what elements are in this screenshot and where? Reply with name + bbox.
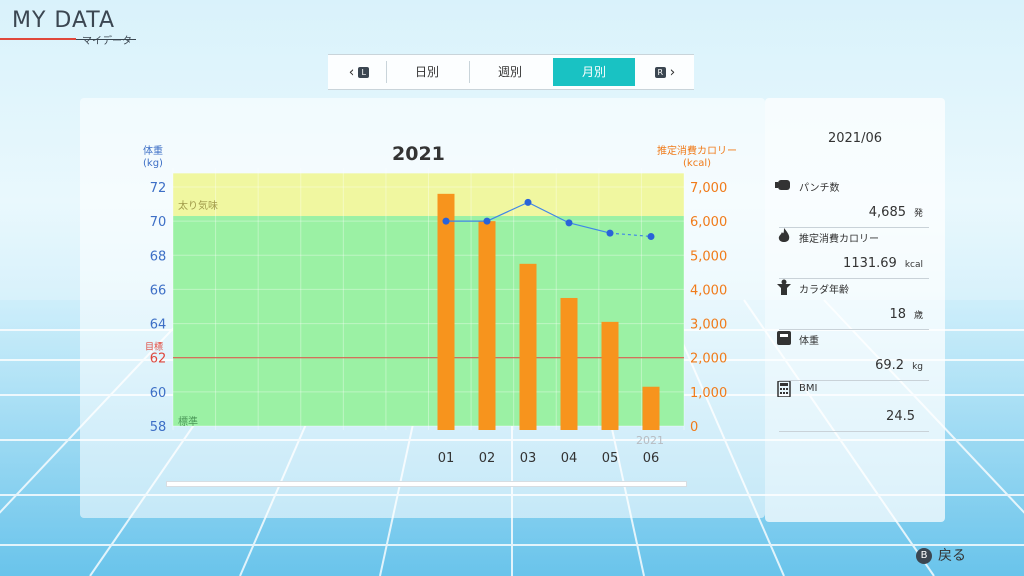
- zone-normal: [173, 216, 684, 426]
- stat-value: 24.5: [886, 409, 915, 424]
- next-tab-button[interactable]: R ›: [640, 58, 690, 86]
- r-button-icon: R: [654, 67, 666, 78]
- calorie-axis-unit: (kcal): [683, 158, 711, 169]
- stat-label: 推定消費カロリー: [799, 234, 879, 245]
- divider: [779, 278, 929, 279]
- back-button[interactable]: B 戻る: [916, 545, 966, 565]
- body-age-icon: [777, 279, 791, 295]
- calorie-tick-label: 7,000: [690, 181, 727, 196]
- weight-axis-unit: (kg): [143, 158, 163, 169]
- title-underline: [76, 39, 136, 40]
- punch-icon: [775, 180, 790, 190]
- weight-point: [606, 229, 614, 237]
- tab-divider: [469, 61, 470, 83]
- zone-overweight: [173, 173, 684, 217]
- stat-value: 4,685 発: [868, 205, 923, 220]
- weight-point: [483, 217, 491, 225]
- stat-value: 69.2 kg: [875, 358, 923, 373]
- target-label: 目標: [145, 341, 163, 353]
- b-button-icon: B: [916, 548, 932, 564]
- divider: [779, 329, 929, 330]
- weight-tick-label: 64: [150, 318, 167, 333]
- stat-value: 18 歳: [889, 307, 923, 322]
- zone-label-normal: 標準: [178, 415, 198, 428]
- month-label: 06: [643, 451, 660, 466]
- calorie-bar: [642, 386, 660, 430]
- chevron-right-icon: ›: [669, 64, 676, 81]
- month-label: 01: [438, 451, 455, 466]
- weight-tick-label: 62: [150, 352, 167, 367]
- summary-panel: [765, 98, 945, 522]
- zone-label-overweight: 太り気味: [178, 199, 218, 212]
- calorie-tick-label: 2,000: [690, 352, 727, 367]
- weight-point: [647, 233, 655, 241]
- calorie-bar: [478, 221, 496, 430]
- stat-label: 体重: [799, 336, 819, 347]
- month-label: 05: [602, 451, 619, 466]
- calculator-icon: [777, 381, 791, 397]
- weight-point: [565, 219, 573, 227]
- prev-tab-button[interactable]: ‹ L: [334, 58, 384, 86]
- month-label: 04: [561, 451, 578, 466]
- calorie-bar: [560, 297, 578, 430]
- divider: [779, 380, 929, 381]
- app-subtitle: マイデータ: [82, 36, 132, 47]
- stat-label: パンチ数: [799, 183, 840, 194]
- weight-axis-label: 体重: [143, 146, 163, 157]
- scroll-bar[interactable]: [166, 481, 687, 487]
- stat-label: BMI: [799, 383, 818, 394]
- l-button-icon: L: [358, 67, 370, 78]
- weight-line-segment: [609, 232, 652, 238]
- weight-tick-label: 60: [150, 386, 167, 401]
- calorie-bar: [601, 321, 619, 430]
- calorie-tick-label: 3,000: [690, 318, 727, 333]
- calorie-axis-title: 推定消費カロリー (kcal): [657, 146, 737, 170]
- calorie-bar: [519, 263, 537, 430]
- stat-label: カラダ年齢: [799, 285, 849, 296]
- weight-axis-title: 体重 (kg): [143, 146, 163, 170]
- summary-date: 2021/06: [827, 131, 882, 146]
- calorie-axis-label: 推定消費カロリー: [657, 146, 737, 157]
- weight-line-segment: [486, 201, 529, 222]
- scale-icon: [777, 331, 791, 345]
- tab-divider: [386, 61, 387, 83]
- calorie-bar: [437, 193, 455, 430]
- weight-tick-label: 58: [150, 420, 167, 435]
- chart-title: 2021: [392, 143, 445, 165]
- weight-point: [524, 198, 532, 206]
- year-label: 2021: [636, 434, 664, 447]
- calorie-tick-label: 5,000: [690, 249, 727, 264]
- month-label: 02: [479, 451, 496, 466]
- app-title: MY DATA: [12, 8, 116, 33]
- month-label: 03: [520, 451, 537, 466]
- calorie-tick-label: 1,000: [690, 386, 727, 401]
- weight-tick-label: 68: [150, 249, 167, 264]
- tab-monthly[interactable]: 月別: [553, 58, 635, 86]
- weight-tick-label: 66: [150, 283, 167, 298]
- tab-weekly[interactable]: 週別: [497, 65, 522, 79]
- weight-line-segment: [568, 222, 611, 234]
- stat-value: 1131.69 kcal: [843, 256, 923, 271]
- weight-tick-label: 70: [150, 215, 167, 230]
- title-underline-accent: [0, 38, 76, 40]
- calorie-tick-label: 4,000: [690, 283, 727, 298]
- divider: [779, 431, 929, 432]
- divider: [779, 227, 929, 228]
- chevron-left-icon: ‹: [348, 64, 355, 81]
- period-tab-bar: ‹ L 日別 週別 月別 R ›: [328, 54, 694, 90]
- back-label: 戻る: [938, 548, 966, 564]
- flame-icon: [778, 228, 790, 242]
- weight-tick-label: 72: [150, 181, 167, 196]
- tab-daily[interactable]: 日別: [414, 65, 439, 79]
- weight-line-segment: [527, 201, 570, 224]
- calorie-tick-label: 0: [690, 420, 698, 435]
- calorie-tick-label: 6,000: [690, 215, 727, 230]
- weight-point: [442, 217, 450, 225]
